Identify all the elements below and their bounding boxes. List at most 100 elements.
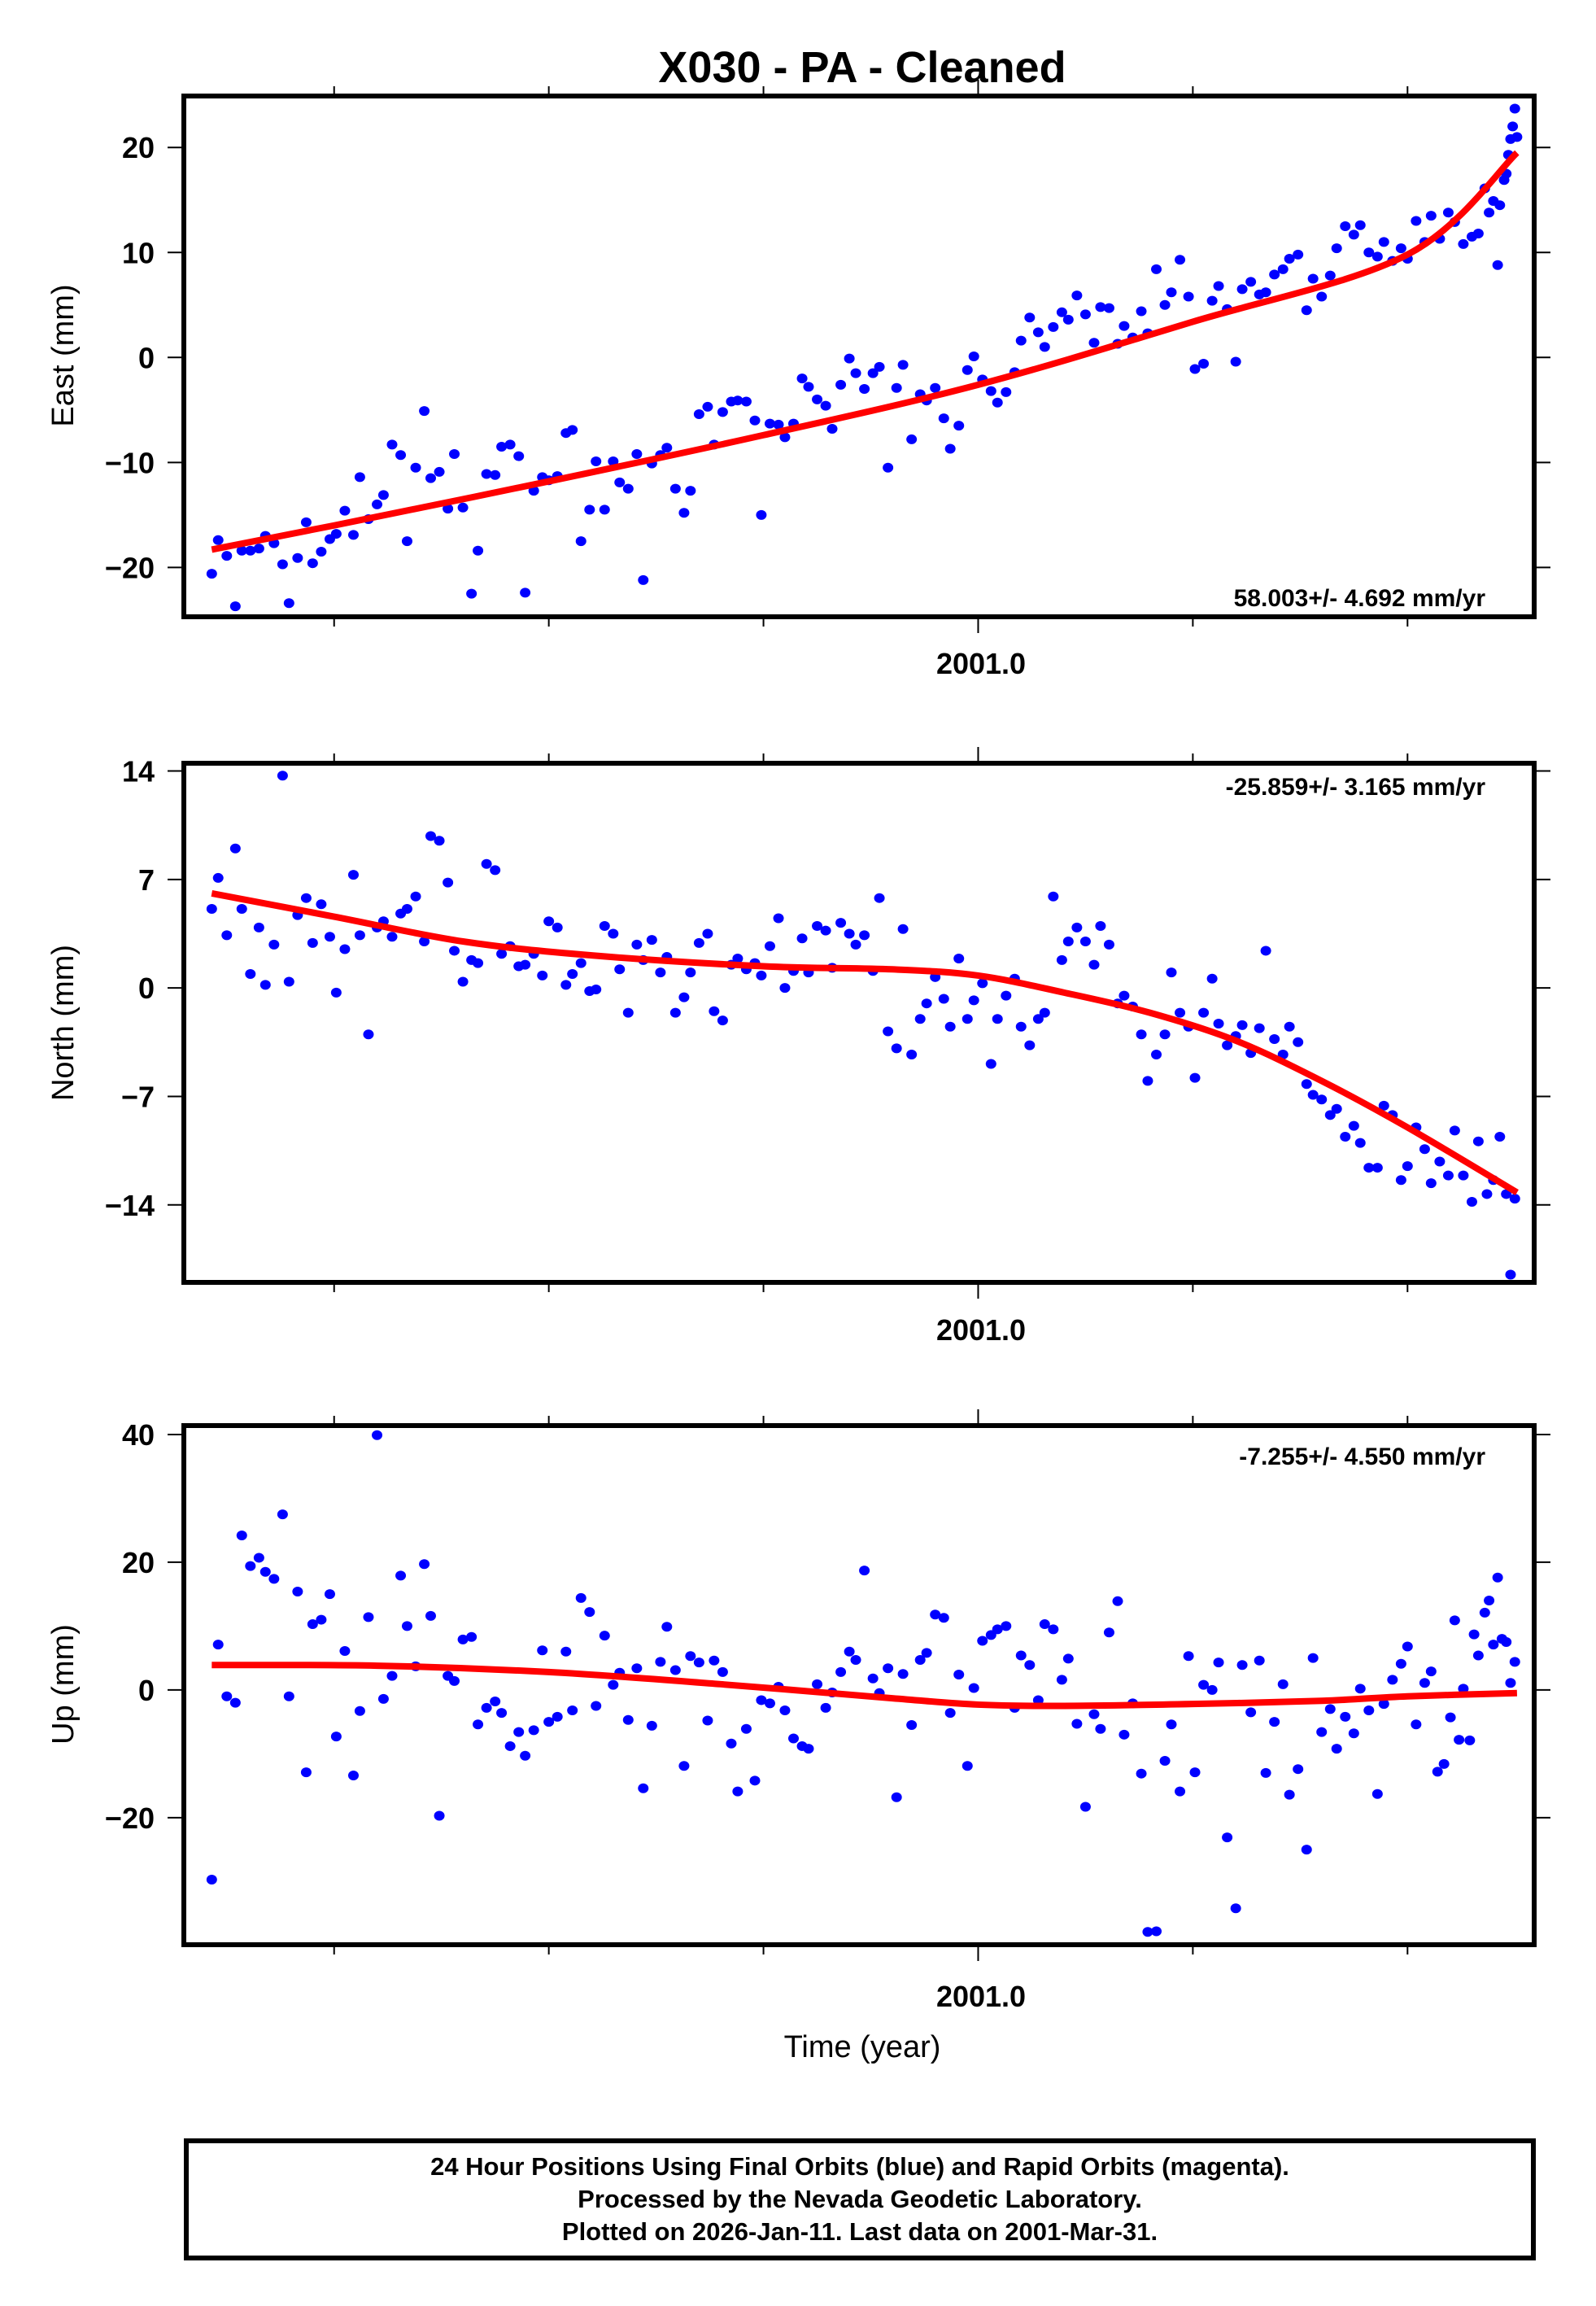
east-data-point [1213,281,1224,291]
east-data-point [968,352,979,361]
up-data-point [702,1715,713,1726]
up-data-point [678,1761,690,1771]
up-data-point [906,1720,918,1731]
north-data-point [1449,1125,1460,1136]
up-data-point [1316,1727,1328,1737]
north-data-point [992,1014,1003,1024]
up-data-point [1088,1709,1100,1719]
up-data-point [1166,1719,1177,1730]
east-data-point [1509,103,1520,114]
up-data-point [655,1657,666,1667]
up-data-point [1103,1627,1114,1638]
east-data-point [1484,207,1495,218]
up-data-point [835,1666,847,1677]
east-data-point [835,379,847,390]
up-data-point [1001,1621,1012,1631]
north-data-point [906,1050,918,1060]
up-data-point [466,1631,477,1642]
east-data-point [1348,229,1359,240]
up-data-point [1213,1657,1224,1668]
up-data-point [1222,1832,1233,1843]
up-data-point [386,1671,398,1681]
east-data-point [1095,302,1106,312]
up-data-point [1024,1660,1036,1671]
north-data-point [1509,1194,1520,1204]
up-data-point [1015,1650,1027,1661]
north-data-point [259,980,271,990]
east-data-point [812,394,823,404]
north-data-point [702,928,713,939]
up-data-point [599,1631,610,1641]
north-data-point [1260,946,1271,956]
east-data-point [874,361,885,372]
north-data-point [1316,1094,1328,1105]
north-data-point [543,916,555,927]
up-data-point [638,1783,649,1793]
north-data-point [457,976,469,987]
up-data-point [1095,1723,1106,1734]
east-data-point [1056,307,1067,317]
east-data-point [292,552,303,563]
up-data-point [756,1695,767,1705]
up-data-point [897,1669,909,1679]
east-data-point [434,466,445,477]
east-data-point [1103,303,1114,313]
east-data-point [386,439,398,450]
up-data-point [1488,1640,1499,1650]
east-data-point [1198,359,1210,369]
east-y-axis-label: East (mm) [46,284,81,426]
north-data-point [253,922,264,932]
north-data-point [1466,1196,1477,1207]
north-data-point [944,1021,956,1032]
east-data-point [850,368,861,378]
north-data-point [897,924,909,934]
up-data-point [921,1648,932,1658]
up-data-point [1301,1845,1312,1855]
east-data-point [372,499,383,509]
up-data-point [1269,1717,1280,1727]
north-data-point [277,771,288,781]
east-data-point [425,473,436,483]
north-data-point [401,904,412,915]
east-data-point [1371,251,1383,262]
east-data-point [1331,243,1342,254]
north-panel: -25.859+/- 3.165 mm/yr North (mm) 2001.0… [46,747,1550,1347]
north-points [206,771,1520,1280]
up-data-point [764,1698,775,1709]
up-data-point [513,1727,525,1737]
up-points [206,1430,1520,1937]
up-data-point [316,1614,327,1625]
east-data-point [1442,207,1454,218]
east-data-point [1472,229,1484,239]
east-data-point [1245,277,1257,287]
up-y-axis-label: Up (mm) [46,1624,81,1745]
north-data-point [764,941,775,951]
north-data-point [1269,1033,1280,1044]
north-data-point [425,831,436,841]
footer-info-box: 24 Hour Positions Using Final Orbits (bl… [184,2138,1536,2260]
up-data-point [1206,1684,1218,1695]
north-data-point [1501,1189,1512,1199]
east-data-point [575,536,587,547]
east-data-point [316,547,327,557]
north-data-point [655,967,666,978]
up-data-point [1340,1711,1351,1722]
north-data-point [283,976,294,987]
north-data-point [316,899,327,910]
east-data-point [1183,291,1194,302]
up-data-point [1071,1719,1083,1729]
up-data-point [221,1691,233,1701]
north-data-point [622,1007,634,1018]
up-data-point [844,1646,855,1657]
north-data-point [1348,1120,1359,1131]
east-data-point [457,502,469,513]
north-data-point [1032,1014,1044,1024]
north-data-point [874,893,885,903]
east-data-point [1062,314,1074,325]
east-data-point [1269,269,1280,280]
up-data-point [1402,1641,1413,1652]
up-data-point [1324,1704,1336,1714]
up-data-point [1048,1624,1059,1635]
north-data-point [773,913,784,924]
north-data-point [1213,1018,1224,1029]
